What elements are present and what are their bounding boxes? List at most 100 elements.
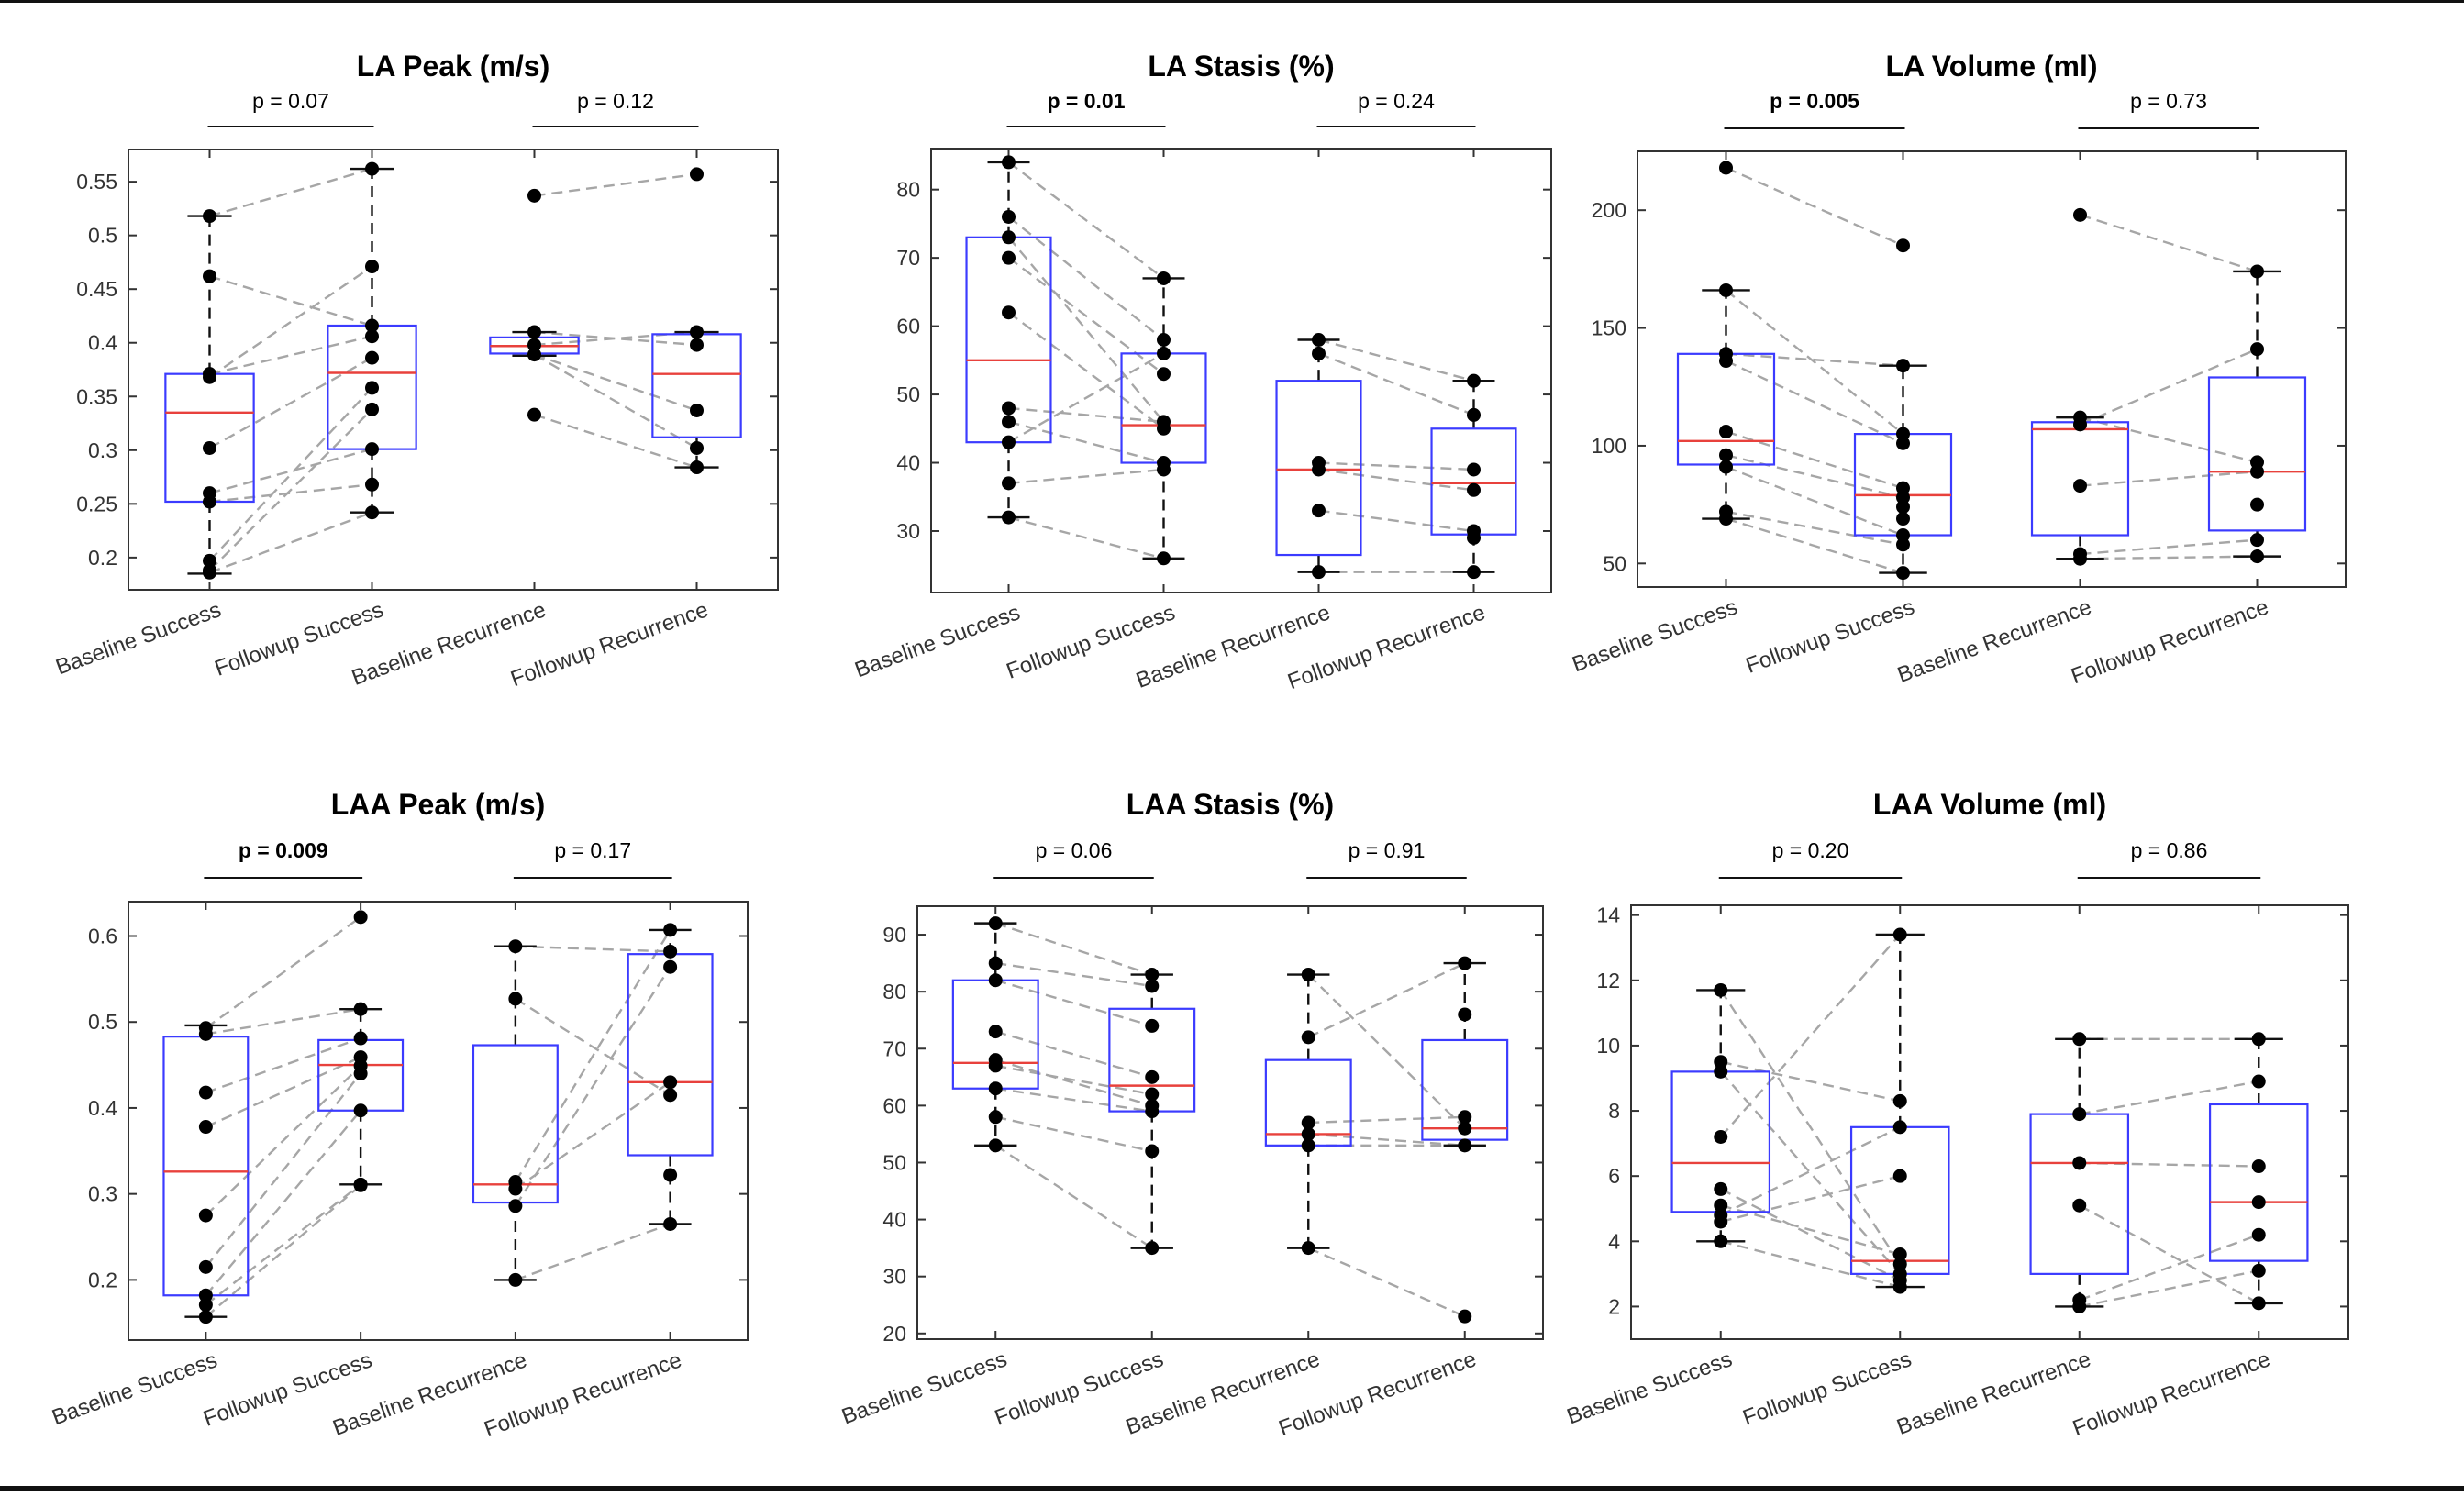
- pair-line: [1008, 515, 1164, 560]
- data-point: [1157, 421, 1171, 436]
- y-tick-label: 0.3: [88, 1182, 117, 1206]
- data-point: [1467, 373, 1481, 388]
- data-point: [988, 1058, 1003, 1073]
- x-category-label: Followup Recurrence: [2068, 594, 2271, 689]
- data-point: [988, 1081, 1003, 1096]
- chart-title: LA Peak (m/s): [357, 50, 549, 83]
- data-point: [1301, 1126, 1315, 1141]
- chart-title: LAA Peak (m/s): [331, 788, 546, 821]
- pair-line: [205, 1036, 361, 1094]
- pair-line: [1720, 1240, 1901, 1289]
- y-tick-label: 80: [882, 980, 906, 1003]
- y-tick-label: 30: [896, 519, 920, 543]
- data-point: [203, 209, 216, 224]
- y-tick-label: 0.2: [88, 546, 117, 570]
- data-point: [1145, 968, 1160, 982]
- pair-line: [2079, 1161, 2259, 1168]
- y-tick-label: 0.5: [88, 224, 117, 248]
- data-point: [198, 1085, 213, 1100]
- pair-line: [1318, 352, 1474, 416]
- y-tick-label: 10: [1596, 1034, 1620, 1058]
- data-point: [690, 403, 704, 417]
- pair-line: [994, 1030, 1153, 1079]
- y-tick-label: 8: [1608, 1099, 1620, 1123]
- data-point: [988, 916, 1003, 931]
- data-point: [2251, 1159, 2266, 1174]
- y-tick-label: 60: [882, 1093, 906, 1117]
- data-point: [1312, 462, 1326, 477]
- pair-line: [1720, 1125, 1901, 1216]
- p-value-label: p = 0.07: [252, 89, 329, 113]
- x-category-label: Baseline Success: [838, 1346, 1010, 1429]
- data-point: [663, 959, 678, 974]
- y-tick-label: 20: [882, 1322, 906, 1346]
- data-point: [2250, 455, 2264, 470]
- pair-line: [514, 929, 671, 1183]
- pair-line: [995, 1087, 1152, 1113]
- pair-line: [515, 997, 671, 1096]
- data-point: [2072, 1198, 2087, 1213]
- data-point: [1892, 1120, 1907, 1135]
- pair-line: [1008, 420, 1164, 464]
- data-point: [1301, 1241, 1315, 1256]
- pair-line: [208, 387, 373, 562]
- data-point: [663, 923, 678, 937]
- y-tick-label: 0.3: [88, 438, 117, 462]
- y-tick-label: 70: [882, 1036, 906, 1060]
- data-point: [1896, 500, 1910, 515]
- p-value-label: p = 0.01: [1047, 89, 1125, 113]
- data-point: [2251, 1195, 2266, 1210]
- y-tick-label: 70: [896, 246, 920, 270]
- axes-frame: [128, 149, 779, 591]
- data-point: [1467, 462, 1481, 477]
- data-point: [527, 325, 541, 339]
- p-value-label: p = 0.17: [554, 838, 631, 862]
- p-value-label: p = 0.73: [2130, 89, 2207, 113]
- data-point: [203, 269, 216, 283]
- data-point: [1157, 551, 1171, 566]
- data-point: [1145, 1144, 1160, 1158]
- x-category-label: Baseline Success: [851, 600, 1023, 682]
- data-point: [1892, 1280, 1907, 1294]
- pair-line: [2080, 348, 2258, 426]
- pair-line: [995, 961, 1152, 988]
- pair-line: [208, 265, 373, 379]
- pair-line: [1719, 934, 1902, 1138]
- data-point: [2073, 417, 2087, 432]
- data-point: [1157, 271, 1171, 285]
- pair-line: [1720, 1204, 1901, 1256]
- data-point: [1896, 528, 1910, 543]
- data-point: [1312, 332, 1326, 347]
- pair-line: [1007, 311, 1165, 430]
- data-point: [1002, 209, 1016, 224]
- pair-line: [534, 330, 697, 347]
- data-point: [1301, 1030, 1315, 1045]
- data-point: [1458, 1110, 1472, 1125]
- data-point: [527, 348, 541, 362]
- data-point: [1301, 1115, 1315, 1130]
- pair-line: [1007, 237, 1165, 423]
- data-point: [1892, 1257, 1907, 1271]
- data-point: [1896, 238, 1910, 253]
- pair-line: [2080, 416, 2258, 464]
- data-point: [1458, 1138, 1472, 1153]
- data-point: [198, 1208, 213, 1223]
- pair-line: [1318, 461, 1474, 471]
- data-point: [2251, 1296, 2266, 1311]
- data-point: [663, 944, 678, 959]
- pair-line: [209, 511, 372, 574]
- data-point: [1719, 283, 1733, 297]
- data-point: [988, 1138, 1003, 1153]
- pair-line: [994, 1115, 1153, 1153]
- data-point: [1714, 1055, 1728, 1069]
- y-tick-label: 90: [882, 923, 906, 947]
- data-point: [353, 1066, 368, 1080]
- pair-line: [534, 330, 697, 347]
- pair-line: [1008, 468, 1164, 485]
- data-point: [1714, 1198, 1728, 1213]
- pair-line: [1720, 1060, 1901, 1103]
- chart-title: LA Volume (ml): [1885, 50, 2097, 83]
- data-point: [353, 1031, 368, 1046]
- data-point: [1892, 1247, 1907, 1262]
